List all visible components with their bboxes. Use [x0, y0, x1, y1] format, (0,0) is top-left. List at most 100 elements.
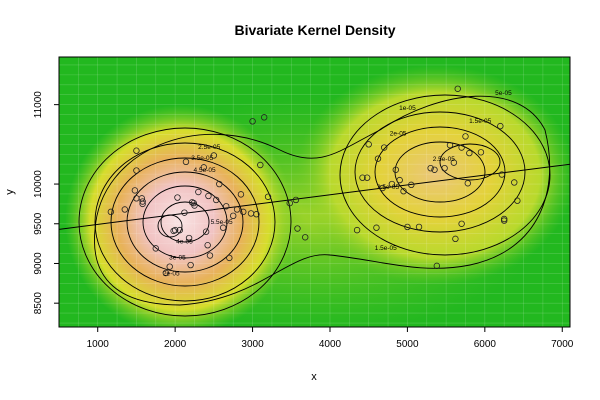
data-point: [139, 198, 146, 205]
data-point: [446, 141, 454, 149]
data-point: [292, 196, 300, 204]
data-point: [498, 171, 506, 178]
y-tick-label: 9500: [33, 212, 44, 235]
x-axis-label: x: [311, 371, 317, 383]
contour-label: 2.5e-05: [433, 156, 455, 163]
data-point: [212, 196, 220, 204]
data-point: [431, 166, 438, 173]
contour-lines: [78, 94, 551, 317]
density-region-right: [295, 65, 570, 285]
contour-line: [94, 95, 551, 306]
data-point: [166, 263, 173, 270]
data-point: [216, 180, 223, 188]
data-point: [195, 188, 202, 196]
data-point: [454, 85, 461, 92]
data-point: [380, 144, 388, 151]
x-tick-label: 5000: [396, 339, 419, 350]
data-point: [182, 158, 190, 166]
data-point: [374, 155, 382, 162]
data-point: [240, 208, 247, 216]
data-point: [223, 203, 230, 210]
y-tick-label: 11000: [33, 91, 44, 119]
data-point: [427, 164, 434, 172]
data-point: [171, 226, 179, 234]
data-point: [404, 223, 411, 231]
data-point: [452, 235, 459, 243]
x-tick-label: 1000: [87, 339, 110, 350]
data-point: [152, 245, 159, 252]
data-point: [181, 209, 188, 216]
x-tick-label: 6000: [474, 339, 497, 350]
data-point: [170, 227, 177, 235]
x-axis: 1000 2000 3000 4000 5000 6000 7000: [87, 327, 574, 350]
x-tick-label: 4000: [319, 339, 342, 350]
data-point: [514, 197, 521, 204]
data-point: [396, 176, 403, 184]
data-point: [176, 226, 183, 234]
data-point: [133, 147, 140, 154]
data-point: [249, 118, 256, 125]
contour-line: [394, 141, 486, 203]
data-points: [107, 85, 521, 277]
plot-frame: [58, 56, 571, 328]
data-point: [219, 224, 227, 231]
contour-line: [160, 201, 210, 243]
density-region-left: [65, 105, 295, 327]
contour-label: 2e-05: [390, 131, 407, 138]
data-point: [226, 254, 233, 262]
contour-line: [94, 142, 276, 302]
data-point: [353, 226, 361, 234]
data-point: [433, 262, 441, 270]
data-point: [174, 194, 181, 201]
data-point: [206, 252, 214, 259]
contour-label: 5e-05: [495, 90, 512, 97]
y-tick-label: 9000: [33, 252, 44, 275]
data-point: [400, 188, 407, 195]
data-point: [133, 167, 140, 174]
data-point: [131, 187, 139, 194]
data-point: [185, 234, 193, 242]
regression-line: [59, 163, 570, 230]
contour-label: 1.5e-05: [469, 118, 491, 125]
data-point: [388, 180, 396, 188]
data-point: [257, 161, 264, 169]
data-point: [359, 174, 366, 181]
contour-line: [439, 143, 501, 181]
grid: [59, 57, 570, 327]
data-point: [464, 180, 471, 187]
contour-line: [126, 171, 244, 273]
data-point: [187, 261, 194, 269]
contour-label: 5.5e-05: [211, 219, 233, 226]
data-point: [408, 181, 415, 189]
data-point: [500, 215, 508, 223]
plot-area: 5e-05 1e-05 2e-05 1.5e-05 2.5e-05 2.5e-05 1.5e…: [59, 57, 570, 327]
data-point: [458, 144, 465, 151]
contour-label: 2.5e-05: [377, 184, 399, 191]
data-point: [200, 164, 207, 171]
data-point: [139, 200, 146, 208]
data-point: [294, 225, 301, 232]
data-point: [286, 199, 293, 207]
chart-title: Bivariate Kernel Density: [234, 22, 395, 38]
data-point: [162, 269, 170, 277]
data-point: [458, 220, 465, 227]
data-point: [260, 114, 268, 121]
contour-label: 2e-05: [163, 270, 180, 277]
contour-label: 1e-05: [399, 105, 416, 112]
contour-label: 4.5e-05: [194, 167, 216, 174]
contour-label: 3.5e-05: [191, 155, 213, 162]
contour-line: [142, 185, 228, 259]
y-tick-label: 8500: [33, 292, 44, 315]
data-point: [462, 133, 469, 140]
data-point: [466, 149, 473, 157]
data-point: [107, 208, 115, 216]
data-point: [233, 206, 241, 213]
data-point: [415, 223, 423, 231]
x-tick-label: 7000: [551, 339, 574, 350]
data-point: [191, 202, 198, 209]
data-point: [204, 242, 211, 249]
data-point: [202, 228, 210, 235]
x-tick-label: 2000: [164, 339, 187, 350]
y-tick-label: 10000: [33, 170, 44, 198]
